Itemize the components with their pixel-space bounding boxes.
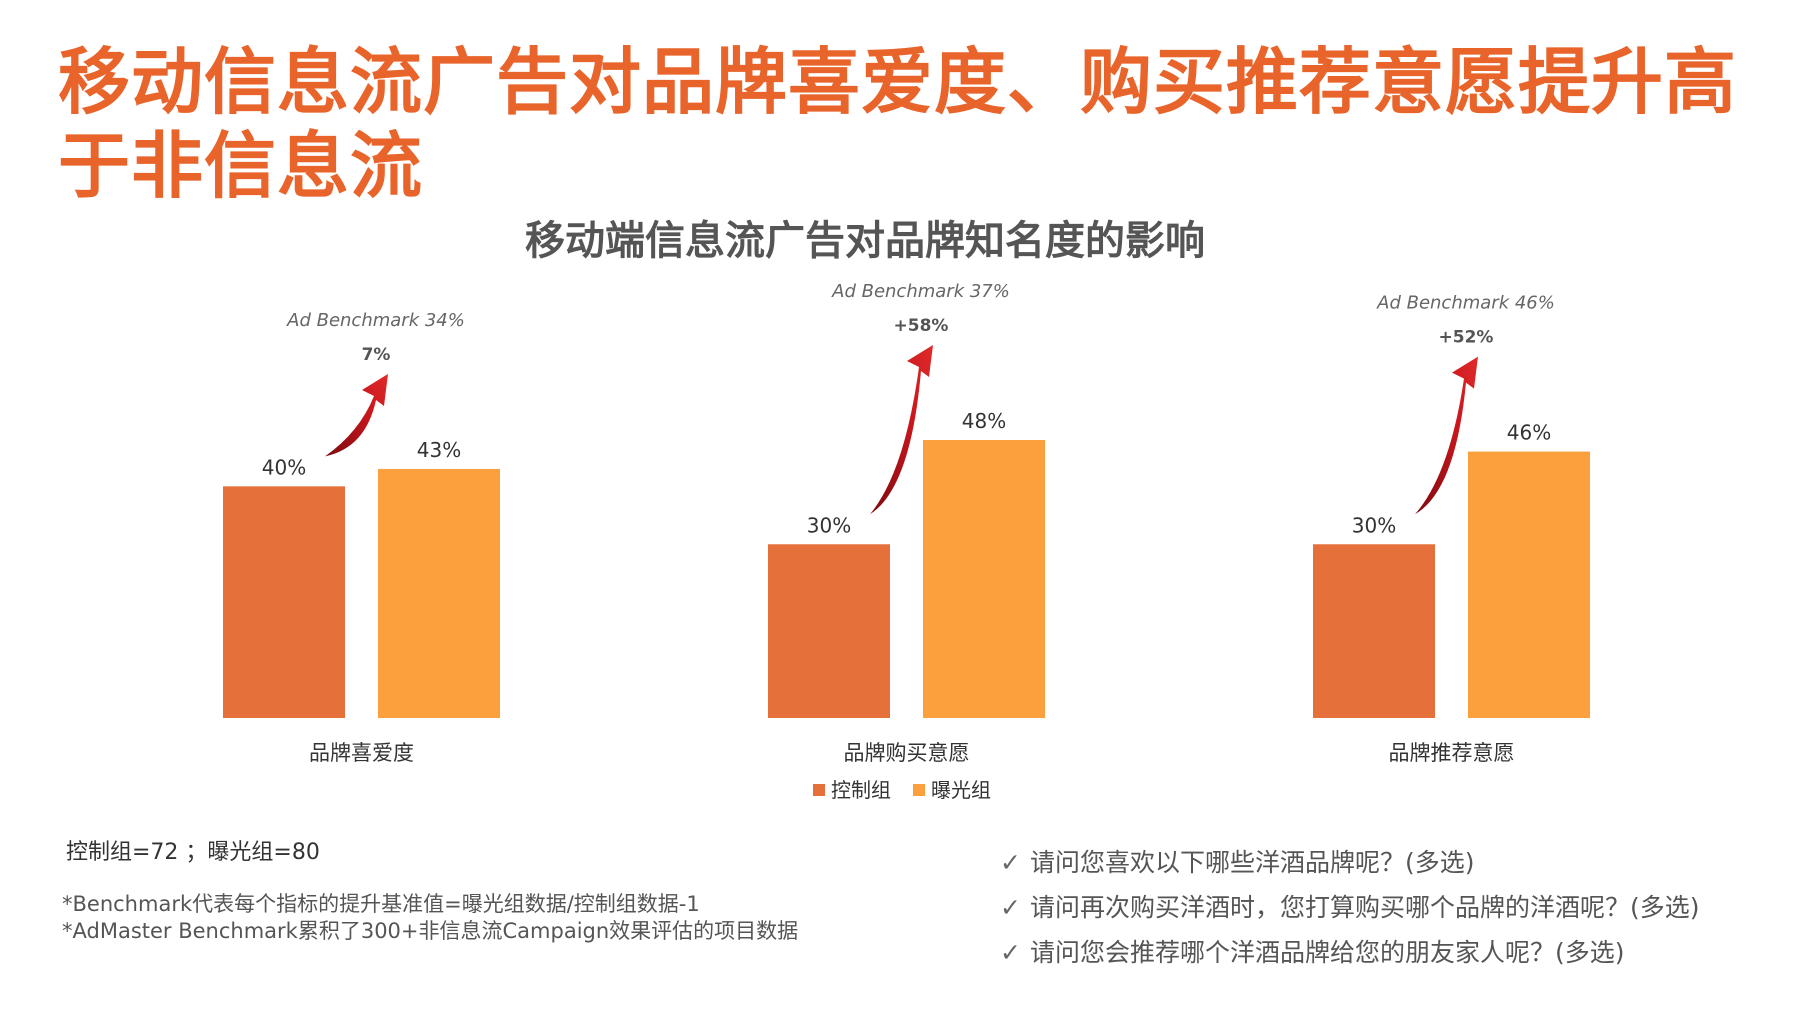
data-label: 46%	[1507, 421, 1551, 445]
benchmark-label: Ad Benchmark 37%	[831, 281, 1010, 302]
footnote-benchmark-definition: *Benchmark代表每个指标的提升基准值=曝光组数据/控制组数据-1	[62, 892, 700, 916]
lift-arrow-icon	[1415, 356, 1478, 515]
survey-question-text: 请问您会推荐哪个洋酒品牌给您的朋友家人呢？(多选)	[1030, 938, 1625, 967]
benchmark-label: Ad Benchmark 46%	[1376, 293, 1555, 314]
checkmark-icon: ✓	[1000, 893, 1021, 922]
footnote-benchmark-source: *AdMaster Benchmark累积了300+非信息流Campaign效果…	[62, 919, 799, 943]
lift-label: +52%	[1439, 328, 1494, 348]
survey-question: ✓ 请问再次购买洋酒时，您打算购买哪个品牌的洋酒呢？(多选)	[1000, 885, 1700, 930]
benchmark-label: Ad Benchmark 34%	[286, 310, 465, 331]
survey-question: ✓ 请问您会推荐哪个洋酒品牌给您的朋友家人呢？(多选)	[1000, 930, 1700, 975]
survey-question-text: 请问再次购买洋酒时，您打算购买哪个品牌的洋酒呢？(多选)	[1030, 893, 1700, 922]
lift-arrow-icon	[325, 373, 388, 457]
legend-swatch-control	[813, 784, 825, 796]
checkmark-icon: ✓	[1000, 848, 1021, 877]
footnotes: *Benchmark代表每个指标的提升基准值=曝光组数据/控制组数据-1 *Ad…	[62, 891, 798, 945]
sample-size-note: 控制组=72 ；曝光组=80	[66, 840, 320, 865]
survey-question-text: 请问您喜欢以下哪些洋酒品牌呢？(多选)	[1030, 848, 1475, 877]
bar-control	[1313, 544, 1435, 718]
bar-control	[223, 486, 345, 718]
category-label: 品牌喜爱度	[309, 741, 414, 765]
lift-label: +58%	[894, 316, 949, 336]
chart-title: 移动端信息流广告对品牌知名度的影响	[525, 218, 1205, 264]
lift-arrow-icon	[870, 345, 933, 515]
data-label: 30%	[807, 513, 851, 537]
bar-exposed	[378, 468, 500, 718]
bar-control	[768, 544, 890, 718]
bar-exposed	[923, 440, 1045, 718]
category-label: 品牌推荐意愿	[1389, 741, 1515, 765]
legend-swatch-exposed	[913, 784, 925, 796]
legend-label: 控制组	[831, 778, 891, 802]
legend-label: 曝光组	[931, 778, 991, 802]
data-label: 40%	[262, 455, 306, 479]
page-title: 移动信息流广告对品牌喜爱度、购买推荐意愿提升高于非信息流	[58, 40, 1738, 208]
data-label: 43%	[417, 438, 461, 462]
survey-questions: ✓ 请问您喜欢以下哪些洋酒品牌呢？(多选) ✓ 请问再次购买洋酒时，您打算购买哪个品…	[1000, 840, 1700, 975]
survey-question: ✓ 请问您喜欢以下哪些洋酒品牌呢？(多选)	[1000, 840, 1700, 885]
bar-chart: 40% 43% 品牌喜爱度 7% Ad Benchmark 34% 30% 48% 品牌购买意…	[223, 281, 1590, 802]
data-label: 30%	[1352, 513, 1396, 537]
checkmark-icon: ✓	[1000, 938, 1021, 967]
bar-exposed	[1468, 451, 1590, 718]
lift-label: 7%	[362, 345, 391, 365]
category-label: 品牌购买意愿	[844, 741, 970, 765]
data-label: 48%	[962, 409, 1006, 433]
